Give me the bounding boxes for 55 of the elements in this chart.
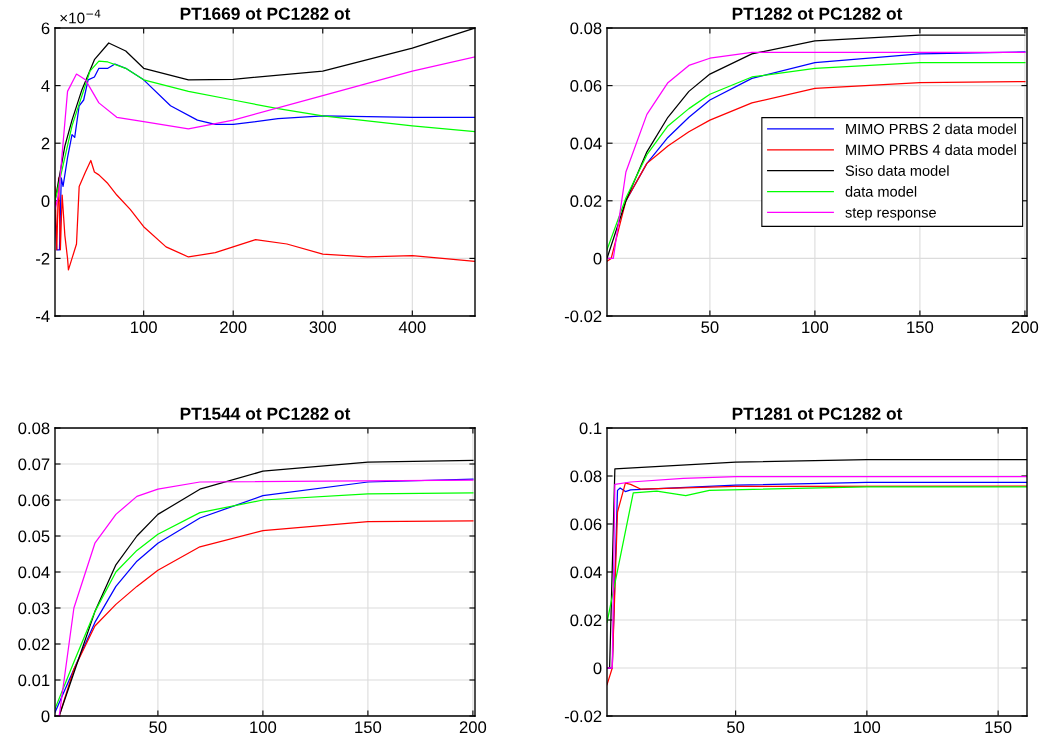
x-tick-label: 100: [250, 721, 277, 734]
legend-label: data model: [845, 186, 917, 197]
x-tick-label: 200: [220, 321, 247, 334]
x-tick-label: 150: [907, 321, 934, 334]
chart-title: PT1282 ot PC1282 ot: [732, 7, 903, 20]
legend-label: Siso data model: [845, 165, 949, 176]
y-tick-label: 0.01: [18, 674, 50, 687]
chart-title: PT1281 ot PC1282 ot: [732, 407, 903, 420]
y-tick-label: 0.08: [570, 470, 602, 483]
legend-label: MIMO PRBS 2 data model: [846, 123, 1016, 135]
x-tick-label: 50: [727, 721, 745, 734]
y-tick-label: 0.08: [18, 422, 50, 435]
y-tick-label: 0.03: [18, 602, 50, 615]
y-tick-label: 0.06: [18, 494, 50, 507]
chart-title: PT1544 ot PC1282 ot: [180, 407, 351, 420]
y-tick-label: 6: [41, 22, 50, 35]
legend-label: MIMO PRBS 4 data model: [846, 144, 1016, 156]
y-tick-label: 2: [41, 137, 50, 150]
legend-label: step response: [845, 208, 936, 221]
y-tick-label: 0.05: [18, 530, 50, 543]
y-tick-label: -4: [36, 310, 50, 323]
y-tick-label: 0: [593, 662, 602, 675]
x-tick-label: 150: [355, 721, 382, 734]
y-tick-label: 0.04: [18, 566, 50, 579]
line-series: [55, 159, 475, 271]
y-tick-label: 0.04: [570, 137, 602, 150]
x-tick-label: 100: [854, 721, 881, 734]
x-tick-label: 300: [309, 321, 337, 334]
x-tick-label: 200: [1011, 321, 1039, 334]
x-tick-label: 50: [701, 321, 719, 334]
y-tick-label: -0.02: [564, 710, 602, 723]
x-tick-label: 100: [131, 321, 157, 334]
y-tick-label: 0.06: [570, 518, 602, 531]
text: ×10$^{−4}$: [60, 9, 101, 24]
y-tick-label: 0.04: [570, 566, 602, 579]
y-tick-label: 0: [41, 195, 50, 207]
x-tick-label: 50: [149, 721, 167, 734]
y-tick-label: 0: [41, 710, 50, 723]
y-tick-label: 0.02: [570, 195, 602, 207]
line-series: [55, 63, 475, 251]
x-tick-label: 100: [802, 321, 829, 334]
chart-title: PT1669 ot PC1282 ot: [180, 7, 351, 20]
y-tick-label: -0.02: [564, 310, 602, 323]
x-tick-label: 400: [398, 321, 426, 334]
y-tick-label: 0.1: [579, 422, 602, 435]
y-tick-label: 0.07: [18, 458, 50, 471]
x-tick-label: 200: [459, 721, 487, 734]
y-tick-label: 4: [41, 80, 50, 92]
y-tick-label: 0: [593, 252, 602, 265]
y-tick-label: -2: [36, 252, 50, 265]
y-tick-label: 0.02: [18, 638, 50, 651]
y-tick-label: 0.02: [570, 614, 602, 627]
y-tick-label: 0.06: [570, 80, 602, 92]
x-tick-label: 150: [985, 721, 1012, 734]
y-tick-label: 0.08: [570, 22, 602, 35]
